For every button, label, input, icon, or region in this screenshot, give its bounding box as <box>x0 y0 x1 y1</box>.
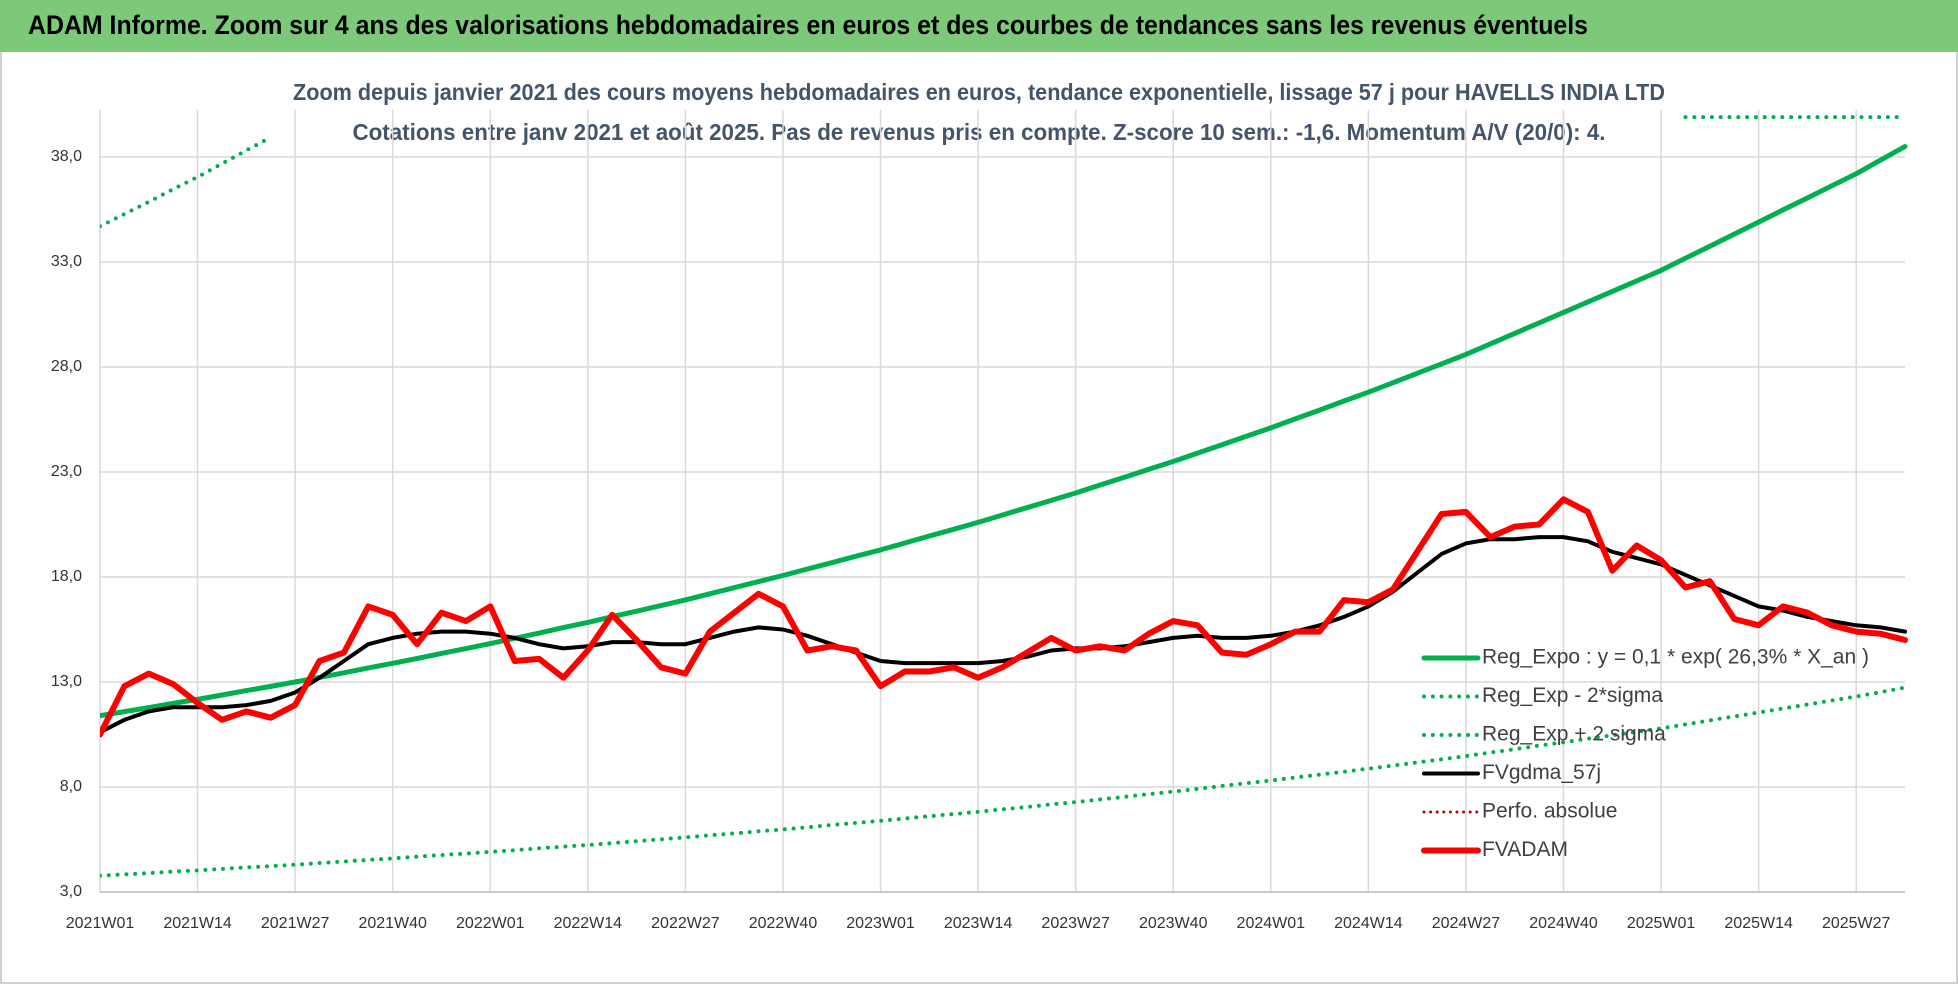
x-tick-label: 2021W14 <box>163 915 232 932</box>
x-tick-label: 2021W27 <box>261 915 330 932</box>
x-tick-label: 2025W27 <box>1822 915 1891 932</box>
x-tick-label: 2022W01 <box>456 915 525 932</box>
x-tick-label: 2022W27 <box>651 915 720 932</box>
y-tick-label: 3,0 <box>60 883 82 900</box>
series-line <box>100 115 1907 229</box>
x-tick-label: 2021W01 <box>66 915 135 932</box>
y-tick-label: 18,0 <box>51 568 82 585</box>
plot-area <box>100 115 1908 878</box>
x-tick-label: 2021W40 <box>358 915 427 932</box>
x-tick-label: 2023W27 <box>1041 915 1110 932</box>
y-tick-label: 13,0 <box>51 673 82 690</box>
y-tick-label: 38,0 <box>51 148 82 165</box>
series-line <box>100 685 1907 878</box>
legend-label: Perfo. absolue <box>1482 800 1617 823</box>
x-tick-label: 2025W14 <box>1724 915 1793 932</box>
x-tick-label: 2024W14 <box>1334 915 1403 932</box>
x-tick-label: 2022W14 <box>554 915 623 932</box>
y-tick-label: 8,0 <box>60 778 82 795</box>
chart-subtitle: Zoom depuis janvier 2021 des cours moyen… <box>293 79 1665 105</box>
legend-label: Reg_Expo : y = 0,1 * exp( 26,3% * X_an ) <box>1482 646 1869 669</box>
x-tick-label: 2022W40 <box>749 915 818 932</box>
x-tick-label: 2024W01 <box>1237 915 1306 932</box>
x-tick-label: 2023W40 <box>1139 915 1208 932</box>
series-line <box>100 144 1908 719</box>
y-tick-label: 28,0 <box>51 358 82 375</box>
chart-subtitle: Cotations entre janv 2021 et août 2025. … <box>353 119 1606 145</box>
grid: 3,0 8,0 13,0 18,0 23,0 28,0 33,0 38,0 2021W01 202… <box>51 110 1905 932</box>
x-tick-label: 2023W01 <box>846 915 915 932</box>
legend-label: Reg_Exp + 2 sigma <box>1482 723 1666 746</box>
x-tick-label: 2025W01 <box>1627 915 1696 932</box>
legend-label: FVADAM <box>1482 838 1568 861</box>
legend: Reg_Expo : y = 0,1 * exp( 26,3% * X_an )… <box>1421 646 1869 861</box>
page-title: ADAM Informe. Zoom sur 4 ans des valoris… <box>28 10 1588 40</box>
y-tick-label: 23,0 <box>51 463 82 480</box>
title-band <box>0 0 1958 52</box>
legend-label: FVgdma_57j <box>1482 761 1601 784</box>
x-tick-label: 2024W40 <box>1529 915 1598 932</box>
y-tick-label: 33,0 <box>51 253 82 270</box>
x-tick-label: 2024W27 <box>1432 915 1501 932</box>
series-line <box>100 496 1908 738</box>
x-tick-label: 2023W14 <box>944 915 1013 932</box>
legend-label: Reg_Exp - 2*sigma <box>1482 684 1663 707</box>
